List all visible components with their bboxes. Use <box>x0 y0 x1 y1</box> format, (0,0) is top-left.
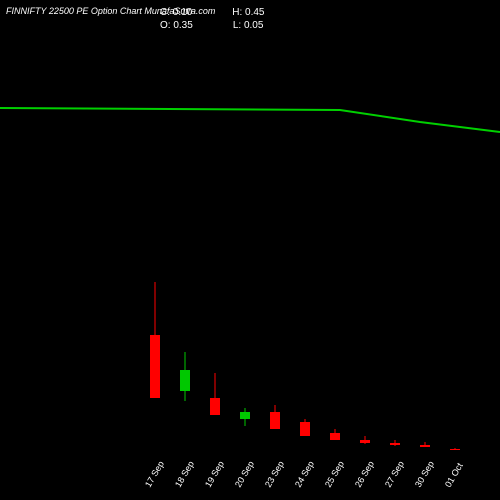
candle-body <box>390 443 400 445</box>
candle-body <box>300 422 310 436</box>
x-axis-label: 30 Sep <box>413 459 436 489</box>
x-axis-label: 24 Sep <box>293 459 316 489</box>
candle-body <box>330 433 340 440</box>
x-axis: 17 Sep 18 Sep 19 Sep 20 Sep 23 Sep 24 Sep 25 S… <box>0 450 500 500</box>
candle-body <box>360 440 370 444</box>
x-axis-label: 25 Sep <box>323 459 346 489</box>
x-axis-label: 20 Sep <box>233 459 256 489</box>
overlay-line <box>0 30 500 450</box>
candle-body <box>150 335 160 398</box>
x-axis-label: 01 Oct <box>443 461 465 489</box>
candle-body <box>270 412 280 430</box>
x-axis-label: 27 Sep <box>383 459 406 489</box>
candle-body <box>420 445 430 447</box>
candle-body <box>240 412 250 419</box>
ohlc-readout: C: 0.10 H: 0.45 O: 0.35 L: 0.05 <box>160 6 265 32</box>
x-axis-label: 18 Sep <box>173 459 196 489</box>
candle-body <box>180 370 190 391</box>
x-axis-label: 26 Sep <box>353 459 376 489</box>
chart-area <box>0 30 500 450</box>
high-readout: H: 0.45 <box>232 6 264 19</box>
close-readout: C: 0.10 <box>160 6 192 19</box>
candle-body <box>210 398 220 416</box>
x-axis-label: 19 Sep <box>203 459 226 489</box>
x-axis-label: 23 Sep <box>263 459 286 489</box>
x-axis-label: 17 Sep <box>143 459 166 489</box>
